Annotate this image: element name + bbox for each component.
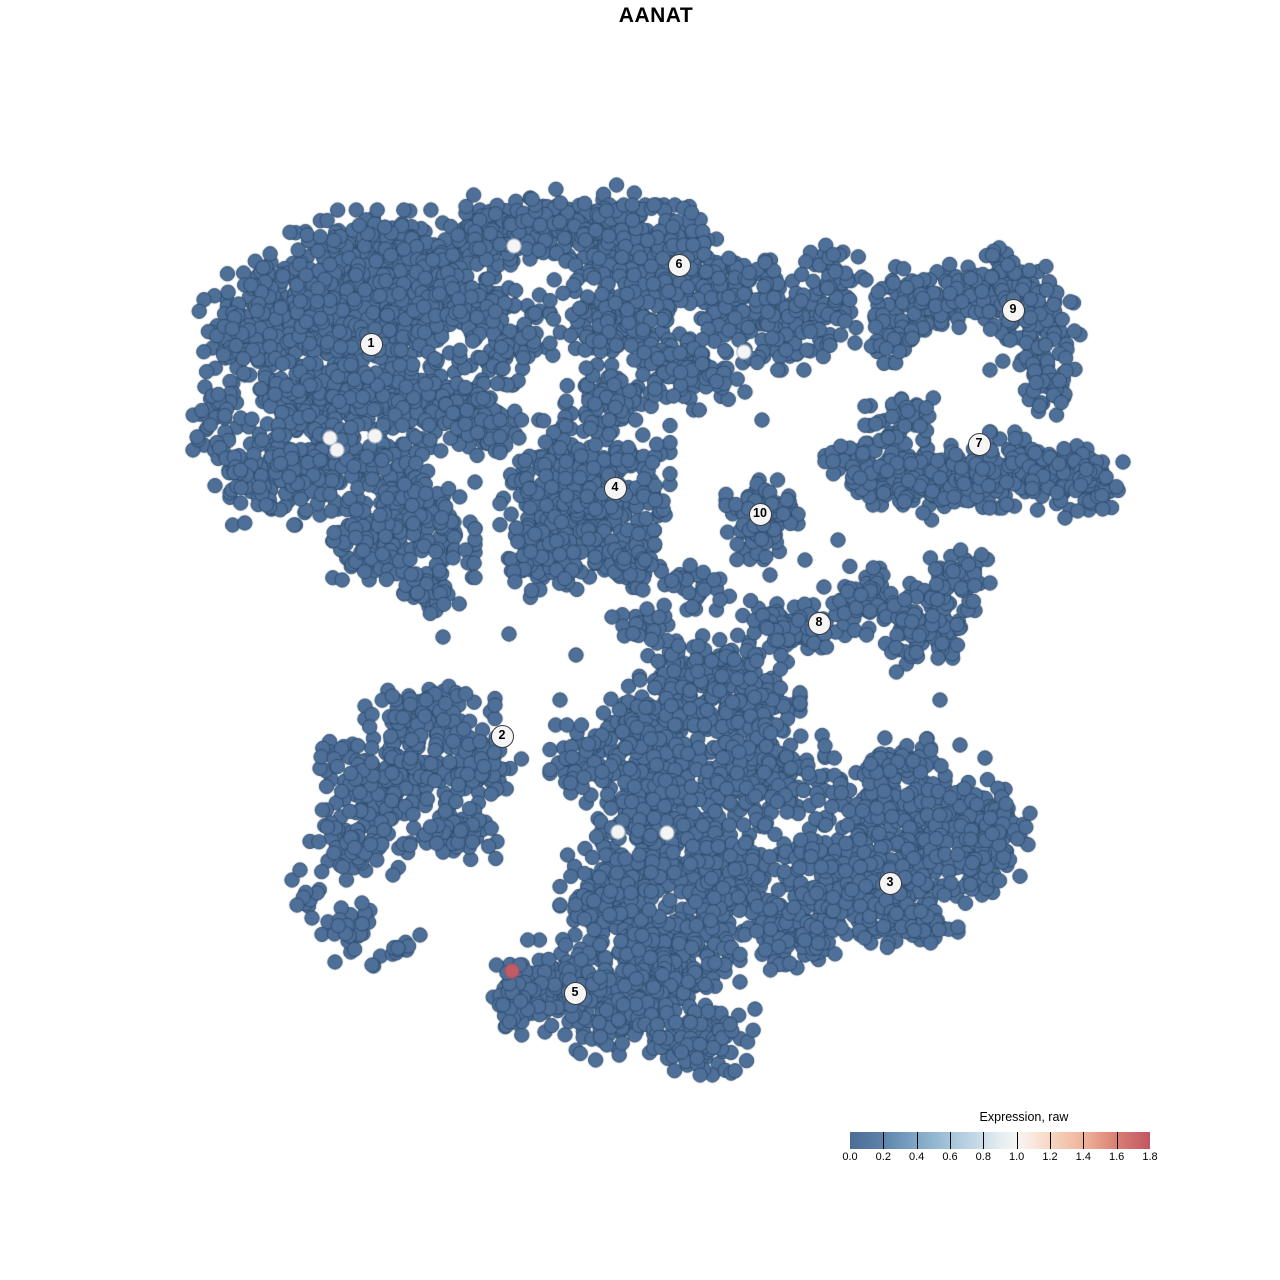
legend-gradient-bar: [850, 1132, 1150, 1149]
cluster-label-8: 8: [807, 611, 831, 635]
cluster-label-9: 9: [1001, 298, 1025, 322]
legend-divider: [1016, 1132, 1018, 1149]
chart-title: AANAT: [618, 4, 694, 27]
legend-tick-label: 0.6: [942, 1151, 958, 1163]
legend-divider: [1116, 1132, 1118, 1149]
legend-tick-label: 1.0: [1009, 1151, 1025, 1163]
legend-tick-label: 1.8: [1142, 1151, 1158, 1163]
expression-legend: Expression, raw 0.0 0.2 0.4 0.6 0.8 1.0 1.2 1.4…: [842, 1108, 1157, 1168]
legend-tick-labels: 0.0 0.2 0.4 0.6 0.8 1.0 1.2 1.4 1.6 1.8: [842, 1151, 1157, 1165]
cluster-label-10: 10: [748, 502, 772, 526]
cluster-label-2: 2: [490, 724, 514, 748]
legend-divider: [916, 1132, 918, 1149]
cluster-label-6: 6: [667, 253, 691, 277]
cluster-label-7: 7: [967, 432, 991, 456]
legend-tick-label: 1.4: [1075, 1151, 1091, 1163]
cluster-label-1: 1: [359, 332, 383, 356]
cluster-label-4: 4: [603, 476, 627, 500]
legend-divider: [883, 1132, 885, 1149]
legend-tick-label: 0.8: [975, 1151, 991, 1163]
cluster-label-5: 5: [563, 981, 587, 1005]
legend-title: Expression, raw: [979, 1110, 1069, 1124]
legend-tick-label: 0.0: [842, 1151, 858, 1163]
legend-divider: [1083, 1132, 1085, 1149]
cluster-label-3: 3: [878, 871, 902, 895]
legend-tick-label: 1.6: [1109, 1151, 1125, 1163]
legend-tick-label: 1.2: [1042, 1151, 1058, 1163]
legend-tick-label: 0.2: [875, 1151, 891, 1163]
legend-divider: [950, 1132, 951, 1149]
legend-divider: [983, 1132, 985, 1149]
legend-tick-label: 0.4: [909, 1151, 925, 1163]
legend-divider: [1050, 1132, 1051, 1149]
